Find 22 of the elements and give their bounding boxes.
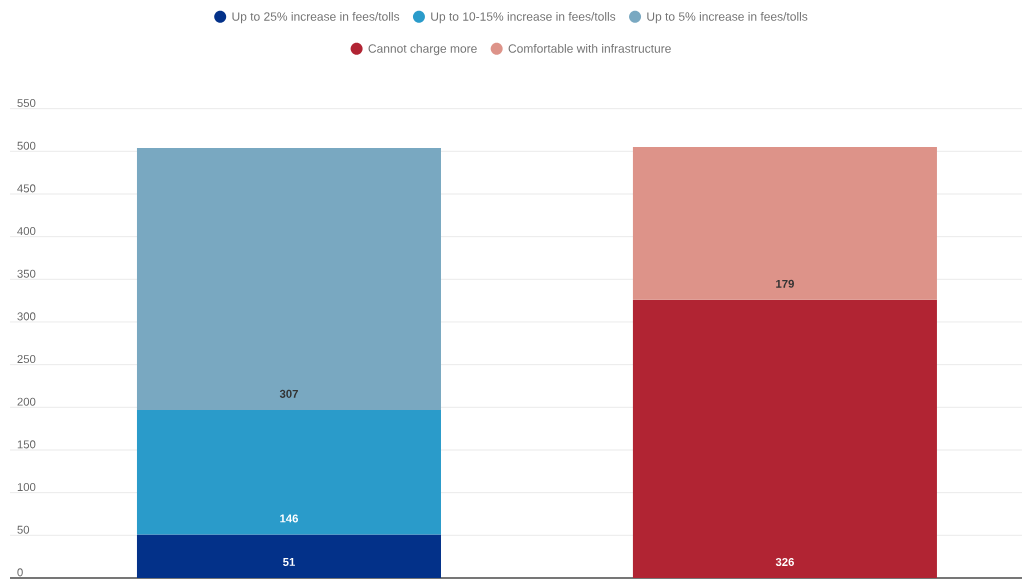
y-tick-label: 250 bbox=[17, 355, 36, 364]
legend-label: Up to 10-15% increase in fees/tolls bbox=[431, 11, 616, 24]
data-label: 51 bbox=[283, 558, 295, 566]
y-tick-label: 450 bbox=[17, 184, 36, 193]
data-label: 326 bbox=[775, 557, 794, 566]
data-label: 307 bbox=[279, 389, 298, 398]
y-tick-label: 100 bbox=[17, 483, 36, 492]
y-tick-label: 350 bbox=[17, 269, 36, 278]
y-tick-label: 0 bbox=[17, 568, 23, 577]
y-tick-label: 550 bbox=[17, 99, 36, 108]
y-tick-label: 300 bbox=[17, 312, 36, 321]
data-label: 146 bbox=[280, 514, 299, 523]
data-label: 179 bbox=[776, 279, 794, 288]
y-tick-label: 200 bbox=[17, 397, 36, 406]
y-tick-label: 150 bbox=[17, 440, 36, 449]
legend-label: Comfortable with infrastructure bbox=[508, 43, 671, 53]
legend-label: Up to 25% increase in fees/tolls bbox=[232, 11, 400, 24]
y-tick-label: 500 bbox=[17, 141, 36, 150]
legend-label: Up to 5% increase in fees/tolls bbox=[647, 11, 808, 24]
y-tick-label: 400 bbox=[17, 227, 36, 236]
legend-label: Cannot charge more bbox=[368, 43, 477, 56]
y-tick-label: 50 bbox=[17, 525, 30, 534]
